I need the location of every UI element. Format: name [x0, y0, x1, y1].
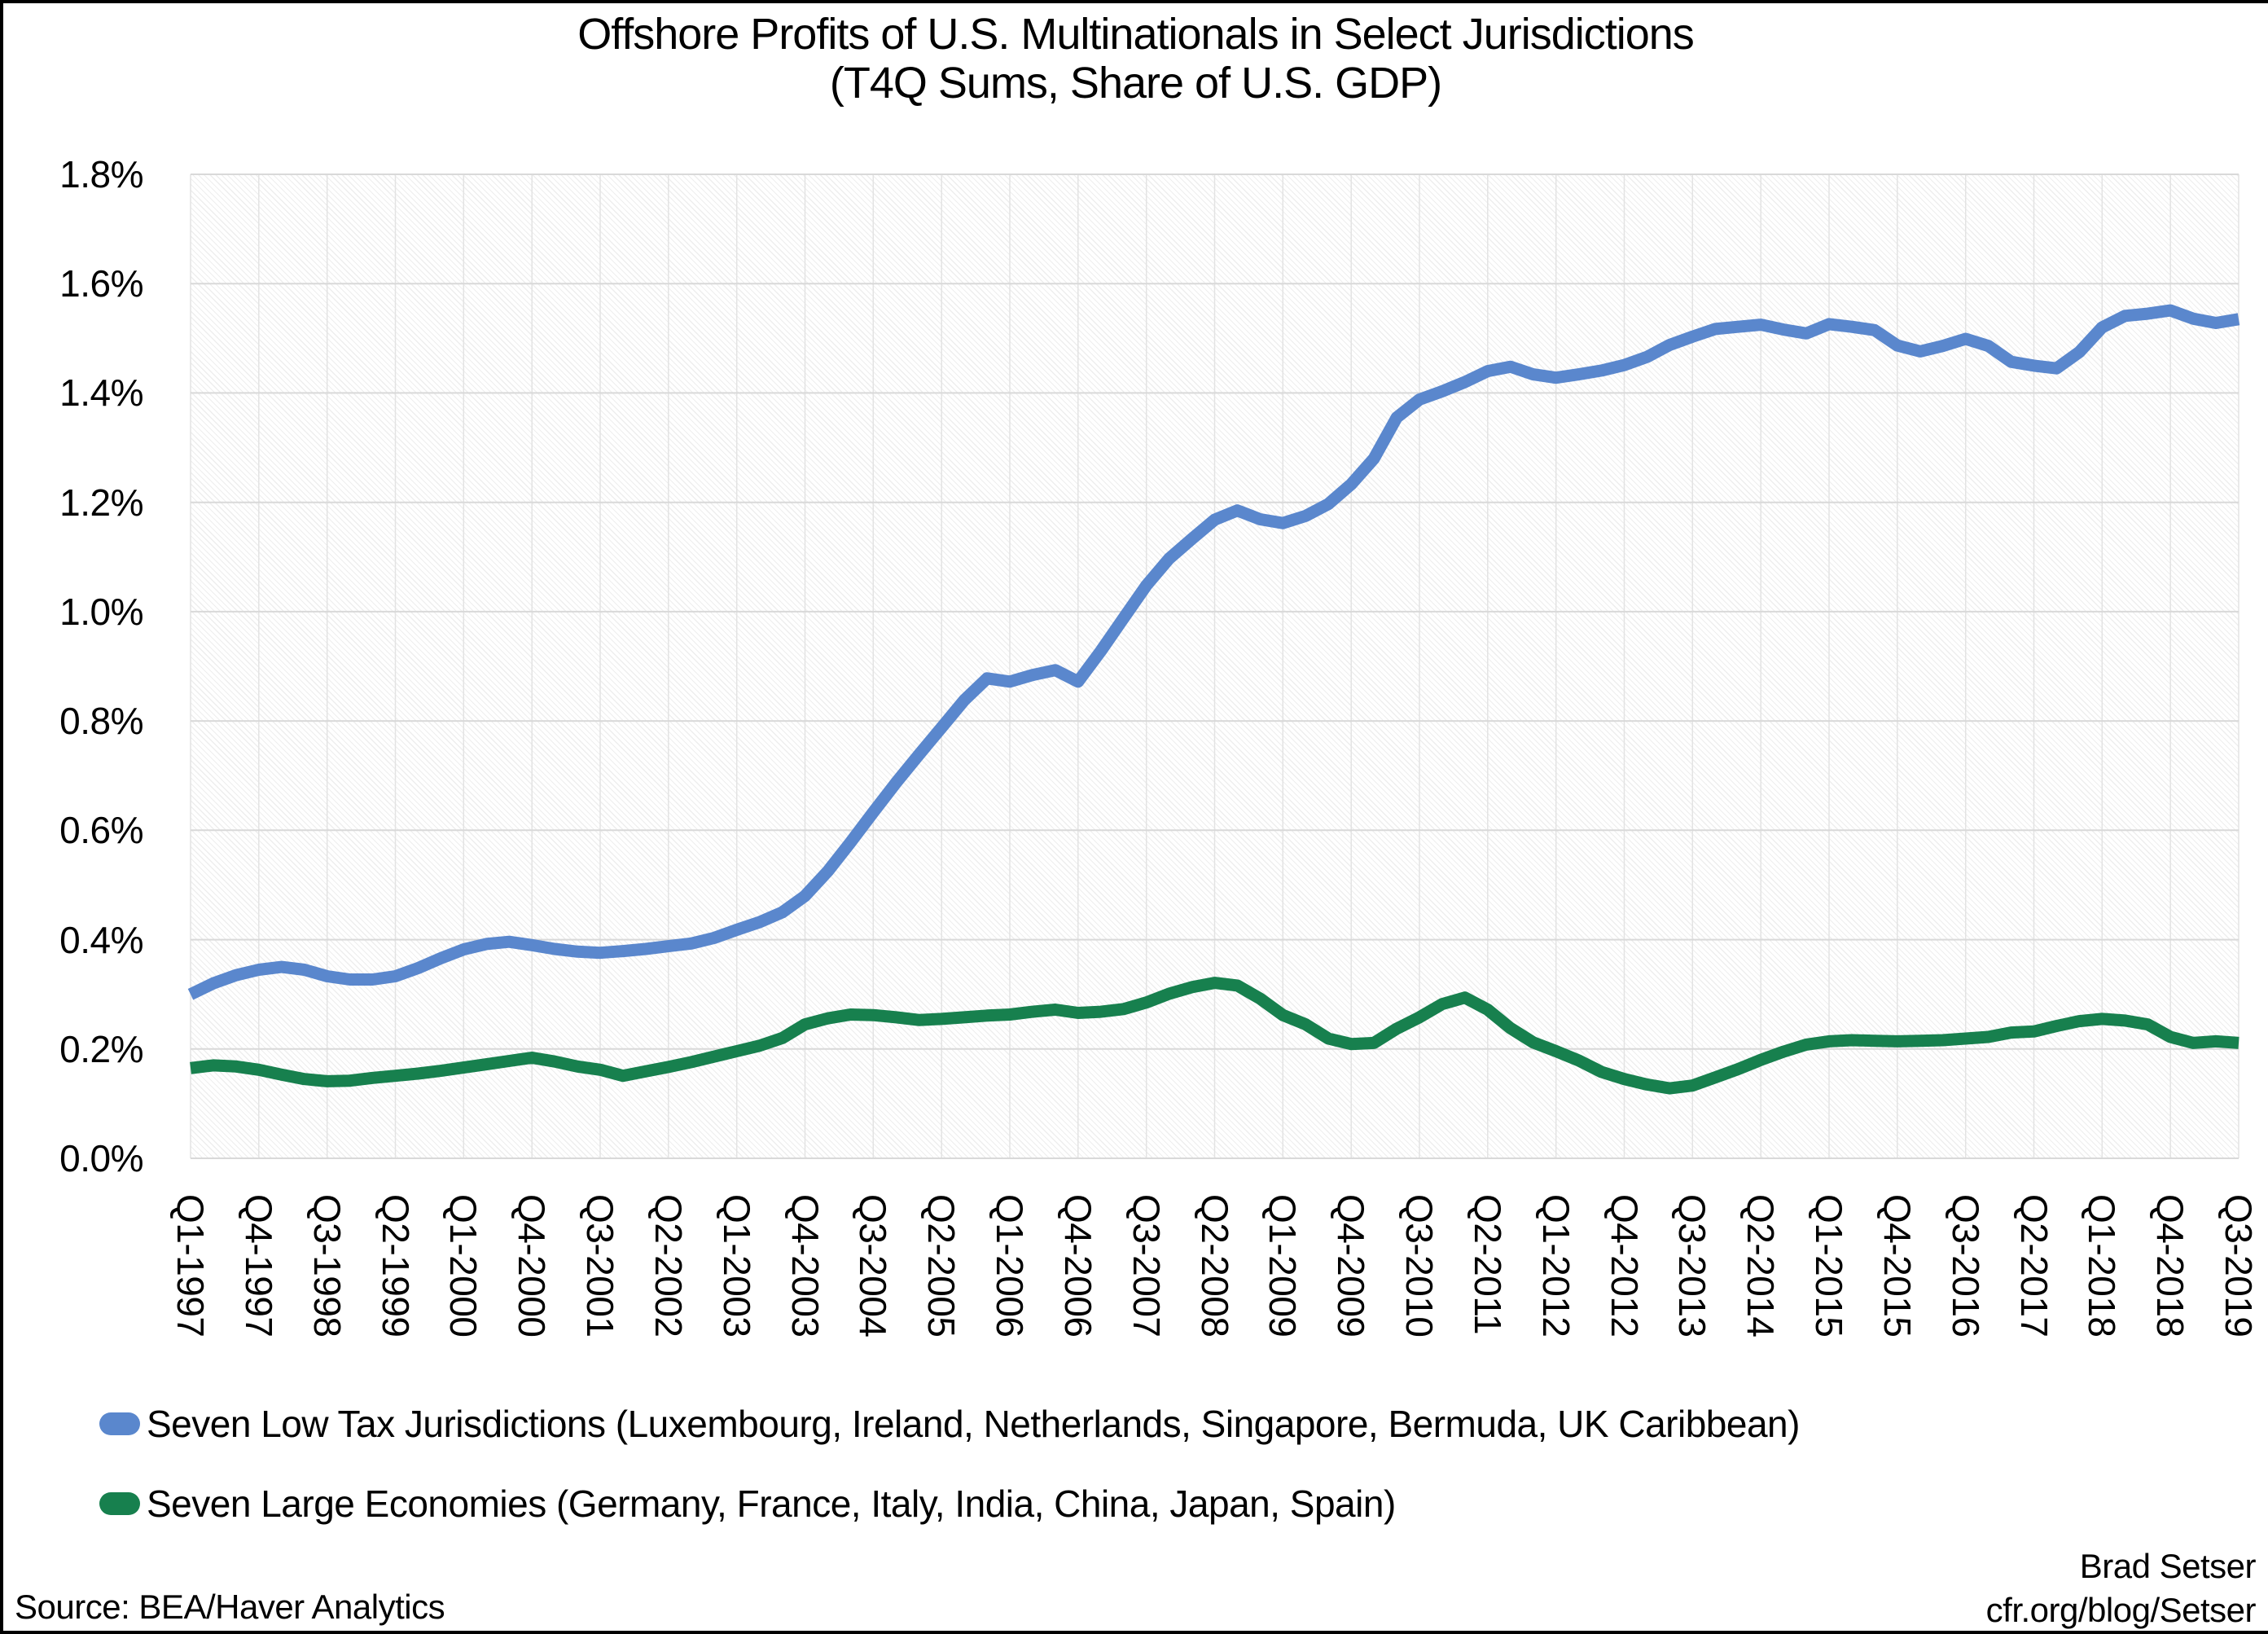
x-tick-label: Q1-2015: [1808, 1194, 1850, 1338]
legend-label-large-economies: Seven Large Economies (Germany, France, …: [147, 1482, 1396, 1525]
x-tick-label: Q1-2000: [442, 1194, 485, 1338]
x-tick-label: Q4-2012: [1603, 1194, 1646, 1338]
x-tick-label: Q3-2004: [852, 1194, 895, 1338]
x-tick-label: Q2-2011: [1466, 1194, 1509, 1335]
legend-item-large-economies: Seven Large Economies (Germany, France, …: [99, 1478, 1800, 1530]
attribution-url: cfr.org/blog/Setser: [1985, 1591, 2257, 1629]
x-tick-label: Q1-2009: [1261, 1194, 1305, 1338]
x-tick-label: Q4-2000: [511, 1194, 554, 1338]
x-tick-label: Q1-2003: [715, 1194, 758, 1338]
y-tick-label: 1.0%: [59, 590, 143, 633]
series-line-low-tax: [187, 304, 2240, 1000]
x-tick-label: Q1-1997: [169, 1194, 212, 1338]
x-tick-label: Q4-2015: [1875, 1194, 1919, 1338]
y-tick-label: 0.2%: [59, 1027, 143, 1070]
attribution: Brad Setser cfr.org/blog/Setser: [1985, 1544, 2257, 1631]
x-tick-label: Q2-1999: [374, 1194, 417, 1338]
x-tick-label: Q3-1998: [305, 1194, 349, 1338]
x-tick-label: Q1-2018: [2081, 1194, 2124, 1338]
x-tick-label: Q3-2001: [579, 1194, 621, 1338]
x-tick-label: Q3-2013: [1671, 1194, 1714, 1338]
x-tick-label: Q1-2006: [989, 1194, 1031, 1338]
legend-label-low-tax: Seven Low Tax Jurisdictions (Luxembourg,…: [147, 1403, 1800, 1445]
legend-swatch-large-economies-icon: [99, 1492, 140, 1515]
legend-swatch-low-tax-icon: [99, 1412, 140, 1435]
y-tick-label: 1.6%: [59, 262, 143, 305]
x-tick-label: Q1-2012: [1534, 1194, 1577, 1338]
x-tick-label: Q2-2008: [1193, 1194, 1236, 1338]
x-tick-label: Q2-2002: [647, 1194, 690, 1338]
x-tick-label: Q4-2018: [2149, 1194, 2192, 1338]
x-tick-label: Q4-2009: [1330, 1194, 1373, 1338]
y-tick-label: 1.4%: [59, 371, 143, 415]
y-tick-label: 0.6%: [59, 809, 143, 852]
x-tick-label: Q2-2017: [2012, 1194, 2055, 1338]
attribution-author: Brad Setser: [2079, 1547, 2257, 1585]
y-tick-label: 1.2%: [59, 481, 143, 524]
chart-title: Offshore Profits of U.S. Multinationals …: [3, 10, 2268, 108]
x-tick-label: Q3-2010: [1398, 1194, 1441, 1338]
y-tick-label: 1.8%: [59, 153, 143, 195]
x-tick-label: Q3-2016: [1944, 1194, 1987, 1338]
x-tick-label: Q2-2014: [1739, 1194, 1783, 1338]
y-tick-label: 0.4%: [59, 918, 143, 961]
x-tick-label: Q3-2019: [2218, 1194, 2260, 1338]
y-tick-label: 0.0%: [59, 1137, 143, 1179]
x-tick-label: Q4-2003: [783, 1194, 827, 1338]
x-tick-label: Q2-2005: [920, 1194, 963, 1338]
chart-title-line1: Offshore Profits of U.S. Multinationals …: [577, 10, 1695, 59]
source-note: Source: BEA/Haver Analytics: [15, 1588, 445, 1626]
x-tick-label: Q4-2006: [1056, 1194, 1099, 1338]
legend-item-low-tax: Seven Low Tax Jurisdictions (Luxembourg,…: [99, 1398, 1800, 1450]
plot-area: [187, 174, 2240, 1159]
y-tick-label: 0.8%: [59, 700, 143, 743]
chart-title-line2: (T4Q Sums, Share of U.S. GDP): [829, 59, 1442, 108]
legend: Seven Low Tax Jurisdictions (Luxembourg,…: [99, 1398, 1800, 1557]
x-tick-label: Q4-1997: [237, 1194, 280, 1338]
x-tick-label: Q3-2007: [1125, 1194, 1168, 1338]
series-line-large-economies: [190, 977, 2239, 1095]
